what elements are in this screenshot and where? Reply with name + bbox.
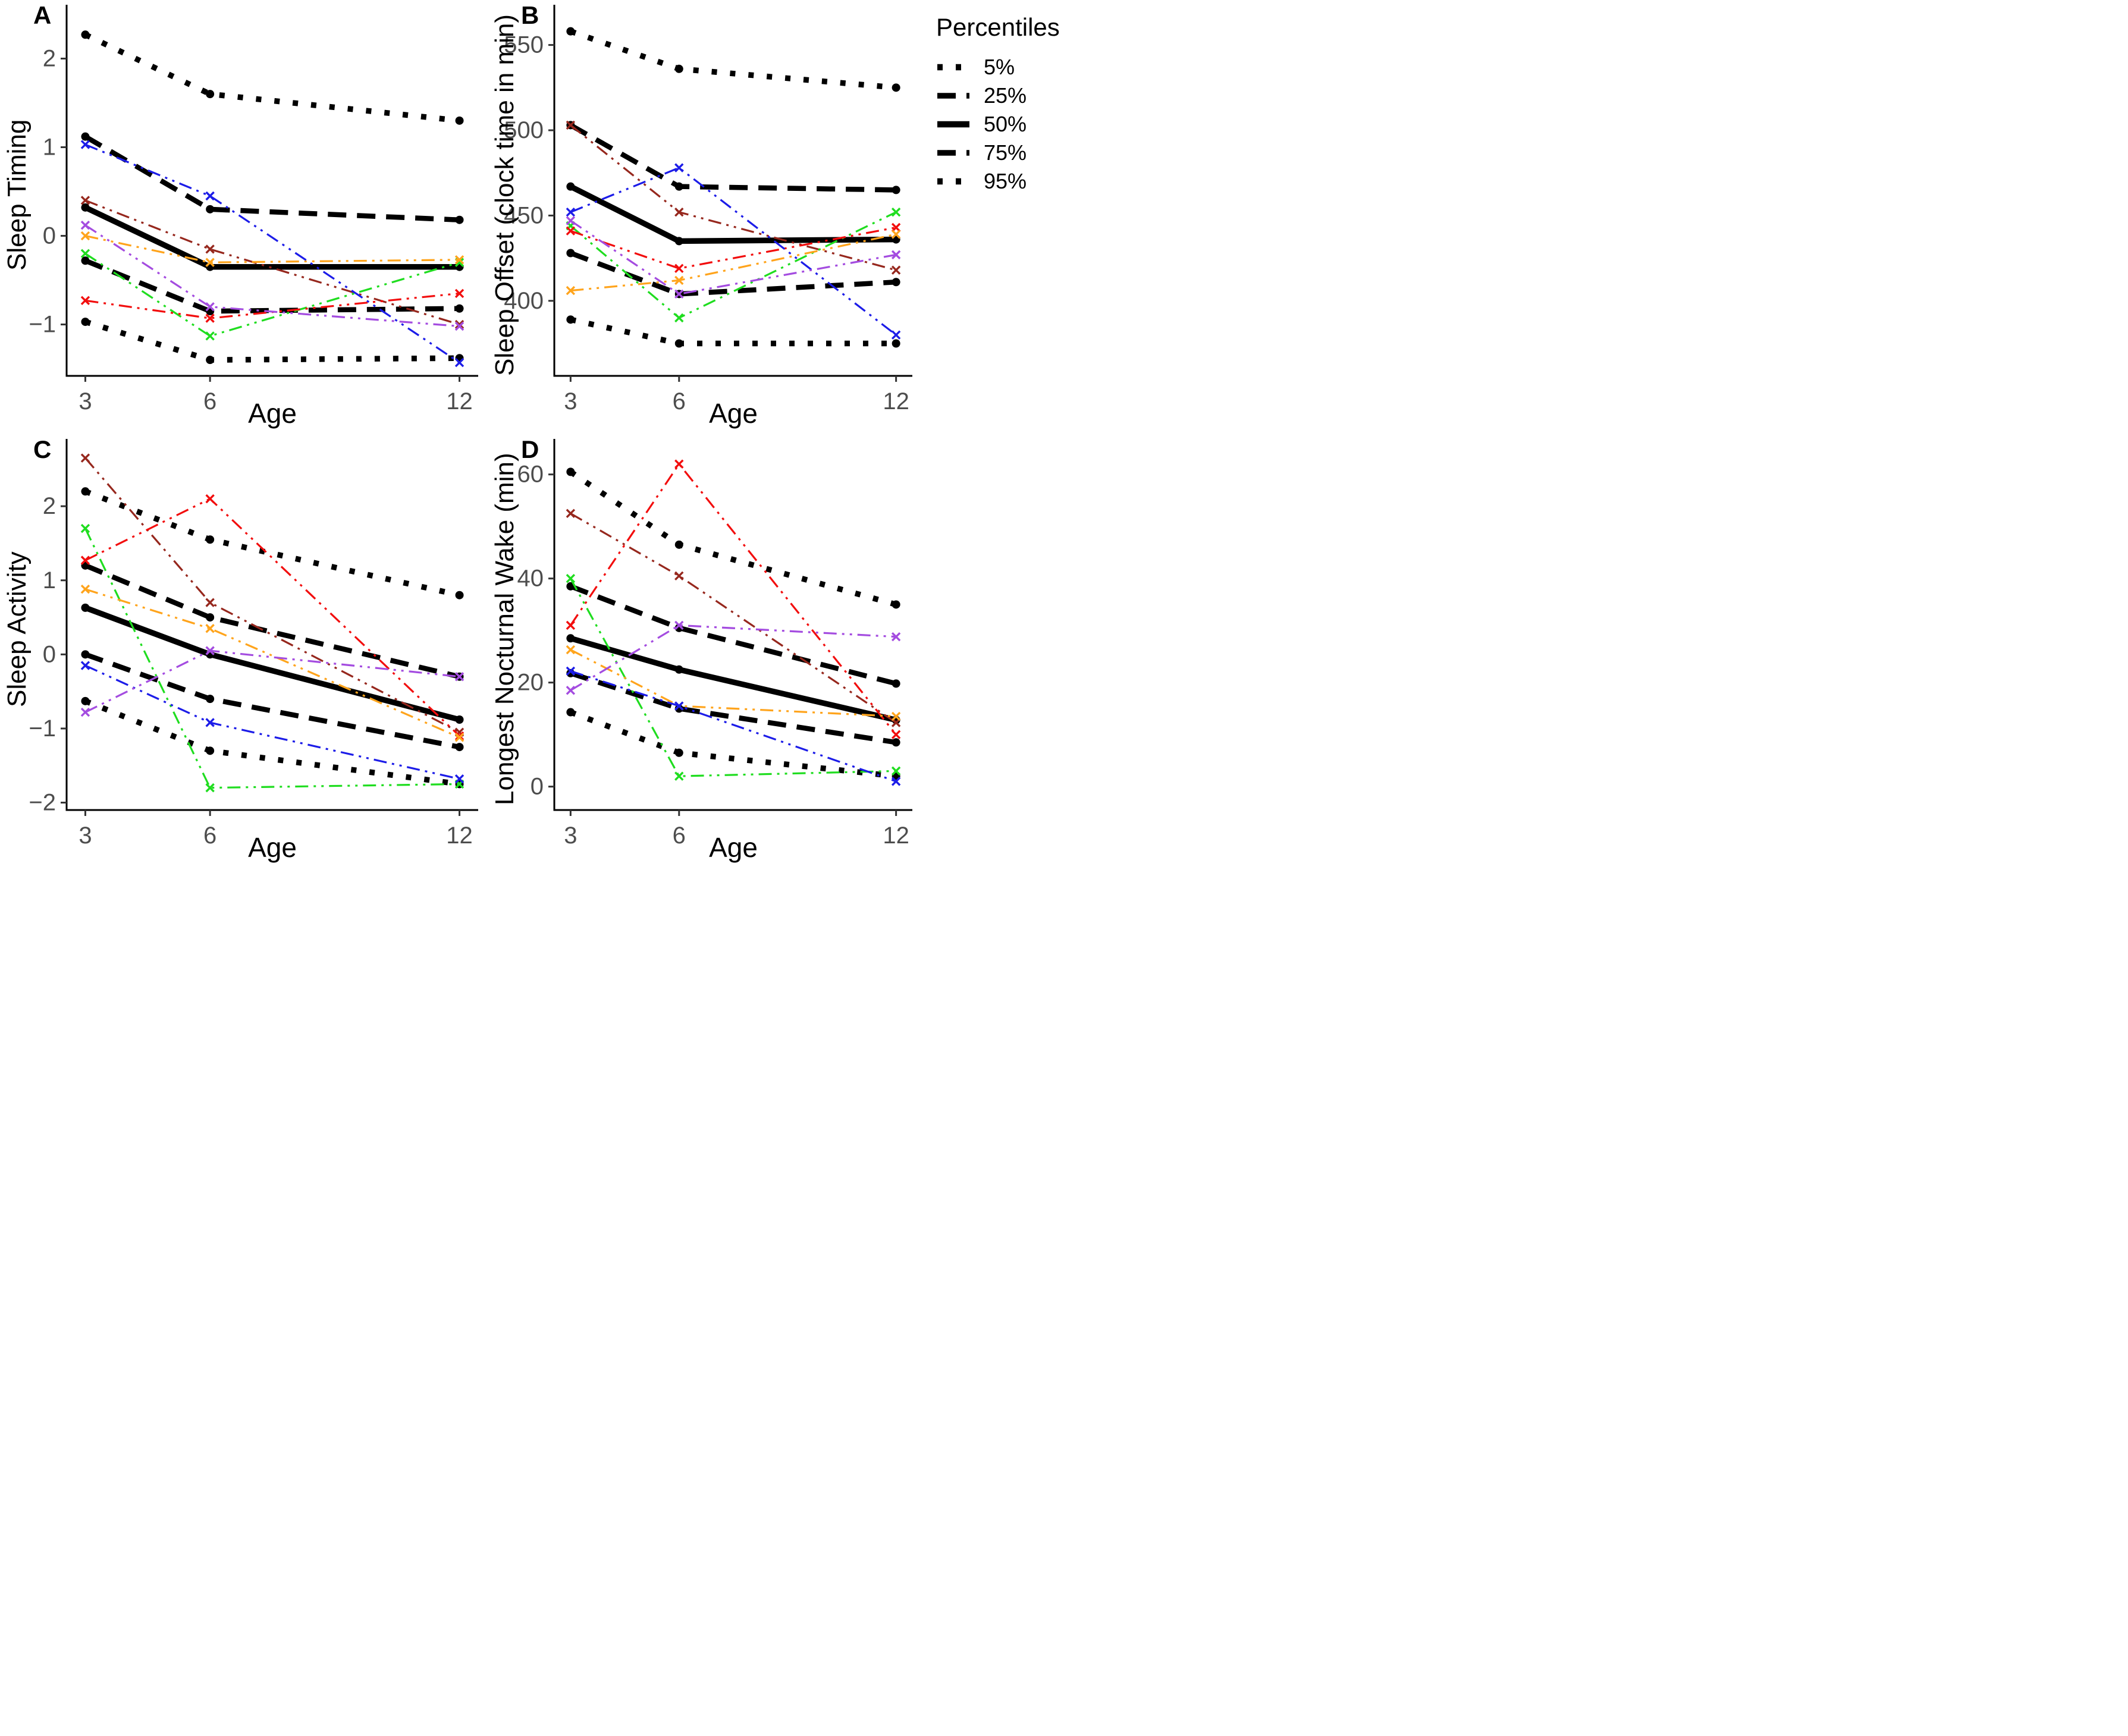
panel-a-letter: A [33, 1, 52, 29]
svg-text:40: 40 [517, 566, 544, 592]
panel-b: 400 450 500 550 3 6 12 B Sleep Offset (clock t… [488, 0, 922, 434]
legend-items: 5% 25% 50% 75% 95% [922, 55, 1064, 193]
svg-text:60: 60 [517, 462, 544, 488]
panel-a: −1 0 1 2 3 6 12 A Sleep Timing Age [0, 0, 488, 434]
svg-text:6: 6 [203, 823, 216, 849]
panel-b-y-axis-title: Sleep Offset (clock time in min) [490, 14, 519, 376]
svg-text:0: 0 [43, 641, 56, 667]
legend-item-50: 50% [936, 112, 1064, 136]
svg-text:12: 12 [446, 388, 473, 415]
svg-text:6: 6 [203, 388, 216, 415]
figure: −1 0 1 2 3 6 12 A Sleep Timing Age 400 450 500 55… [0, 0, 1064, 868]
legend-item-label: 95% [984, 169, 1027, 193]
panel-c-y-axis-title: Sleep Activity [2, 551, 32, 707]
legend-item-label: 25% [984, 83, 1027, 108]
svg-text:3: 3 [564, 823, 577, 849]
svg-text:3: 3 [79, 823, 92, 849]
svg-text:500: 500 [504, 117, 544, 143]
panel-c-letter: C [33, 435, 52, 463]
dashed-line-icon [937, 150, 969, 156]
panel-b-letter: B [521, 1, 539, 29]
panel-d: 0 20 40 60 3 6 12 D Longest Nocturnal Wake (mi… [488, 434, 922, 868]
svg-text:12: 12 [883, 388, 909, 415]
svg-text:550: 550 [504, 32, 544, 58]
svg-text:0: 0 [531, 774, 544, 800]
svg-text:3: 3 [79, 388, 92, 415]
panel-d-letter: D [521, 435, 539, 463]
legend-item-label: 5% [984, 55, 1015, 79]
svg-text:−1: −1 [29, 715, 56, 742]
panel-b-chart: 400 450 500 550 3 6 12 [504, 5, 912, 415]
panel-b-x-axis-title: Age [709, 398, 758, 429]
svg-text:12: 12 [883, 823, 909, 849]
dotted-line-icon [937, 64, 969, 71]
svg-text:−1: −1 [29, 312, 56, 338]
svg-text:2: 2 [43, 493, 56, 519]
svg-text:3: 3 [564, 388, 577, 415]
legend-title: Percentiles [936, 13, 1060, 41]
panel-a-y-axis-title: Sleep Timing [2, 119, 32, 271]
svg-text:400: 400 [504, 288, 544, 314]
panel-c: −2 −1 0 1 2 3 6 12 C Sleep Activity Age [0, 434, 488, 868]
solid-line-icon [937, 121, 969, 128]
legend-item-95: 95% [936, 169, 1064, 193]
svg-text:450: 450 [504, 202, 544, 228]
panel-c-x-axis-title: Age [248, 832, 297, 863]
svg-text:6: 6 [673, 823, 686, 849]
legend-item-5: 5% [936, 55, 1064, 79]
svg-text:6: 6 [673, 388, 686, 415]
svg-text:1: 1 [43, 567, 56, 594]
dotted-line-icon [937, 178, 969, 185]
svg-text:−2: −2 [29, 790, 56, 816]
panel-a-x-axis-title: Age [248, 398, 297, 429]
legend-item-label: 50% [984, 112, 1027, 136]
svg-text:12: 12 [446, 823, 473, 849]
svg-text:20: 20 [517, 670, 544, 696]
panel-d-x-axis-title: Age [709, 832, 758, 863]
panel-d-y-axis-title: Longest Nocturnal Wake (min) [490, 453, 519, 806]
svg-text:2: 2 [43, 46, 56, 72]
svg-text:1: 1 [43, 134, 56, 161]
svg-text:0: 0 [43, 223, 56, 249]
legend-item-25: 25% [936, 83, 1064, 108]
legend: Percentiles 5% 25% 50% 75% 95% [922, 0, 1064, 434]
dashed-line-icon [937, 93, 969, 99]
legend-item-75: 75% [936, 140, 1064, 165]
legend-item-label: 75% [984, 140, 1027, 165]
